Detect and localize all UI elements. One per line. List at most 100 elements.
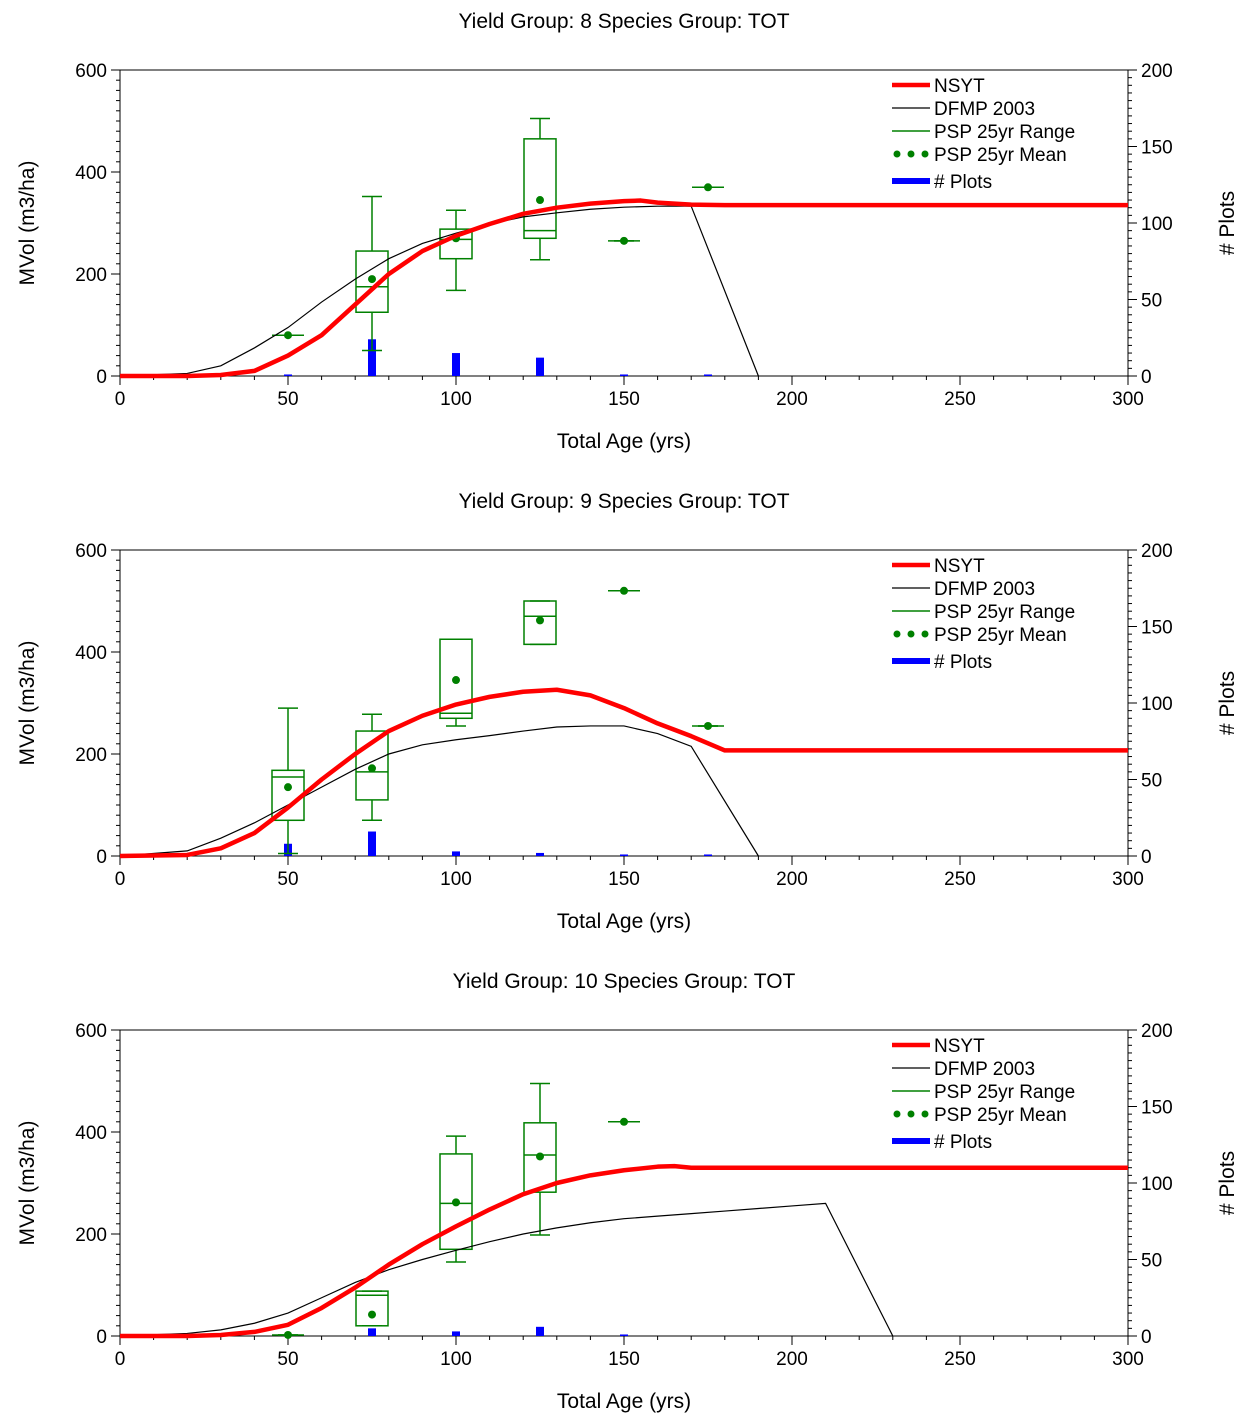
psp-iqr-box xyxy=(355,1290,389,1327)
psp-mean-point xyxy=(284,783,292,792)
plot-count-bar xyxy=(620,854,628,856)
legend-label-psp-range: PSP 25yr Range xyxy=(934,122,1075,143)
legend-label-psp-range: PSP 25yr Range xyxy=(934,1082,1075,1103)
legend-swatch-psp-mean xyxy=(907,1110,915,1118)
x-tick-label: 150 xyxy=(608,389,640,410)
legend-label-psp-range: PSP 25yr Range xyxy=(934,602,1075,623)
psp-mean-point xyxy=(452,1198,460,1207)
legend-label-nsyt: NSYT xyxy=(934,76,985,97)
psp-mean-point xyxy=(536,616,544,625)
psp-box-age-50 xyxy=(272,1330,304,1339)
psp-mean-point xyxy=(620,586,628,595)
legend-label-psp-mean: PSP 25yr Mean xyxy=(934,625,1067,646)
y2-axis-label: # Plots xyxy=(1216,1151,1239,1215)
psp-box-age-150 xyxy=(608,586,640,595)
y2-tick-label: 150 xyxy=(1141,1098,1173,1119)
y2-tick-label: 50 xyxy=(1141,771,1162,792)
legend-label-nsyt: NSYT xyxy=(934,556,985,577)
x-axis-label: Total Age (yrs) xyxy=(557,1390,691,1413)
nsyt-line xyxy=(120,198,1128,379)
psp-box-age-100 xyxy=(439,1135,473,1263)
chart-panel-3: Yield Group: 10 Species Group: TOT 0 50 100… xyxy=(16,970,1239,1413)
plot-count-bar xyxy=(284,374,292,376)
chart-title: Yield Group: 9 Species Group: TOT xyxy=(458,490,789,513)
legend-label-dfmp: DFMP 2003 xyxy=(934,579,1035,600)
y-tick-label: 200 xyxy=(75,265,107,286)
y-tick-label: 200 xyxy=(75,745,107,766)
y2-tick-label: 0 xyxy=(1141,847,1152,868)
psp-mean-point xyxy=(452,676,460,685)
y2-axis-label: # Plots xyxy=(1216,671,1239,735)
psp-box-age-150 xyxy=(608,236,640,245)
y2-tick-label: 50 xyxy=(1141,1251,1162,1272)
legend-swatch-plots xyxy=(892,1138,930,1144)
psp-iqr-box xyxy=(355,250,389,314)
x-tick-label: 100 xyxy=(440,1349,472,1370)
legend-label-plots: # Plots xyxy=(934,172,992,193)
y-tick-label: 400 xyxy=(75,643,107,664)
psp-mean-point xyxy=(284,331,292,340)
psp-mean-point xyxy=(536,196,544,205)
legend-swatch-psp-mean xyxy=(907,150,915,158)
psp-iqr-box xyxy=(523,600,557,646)
plot-count-bar xyxy=(536,357,544,376)
legend-label-plots: # Plots xyxy=(934,1132,992,1153)
plot-count-bar xyxy=(452,851,460,856)
plot-count-bar xyxy=(368,339,376,376)
chart-title: Yield Group: 8 Species Group: TOT xyxy=(458,10,789,33)
legend-swatch-psp-mean xyxy=(893,1110,901,1118)
y-tick-label: 600 xyxy=(75,541,107,562)
y2-tick-label: 150 xyxy=(1141,138,1173,159)
psp-iqr-box xyxy=(439,638,473,720)
plot-count-bar xyxy=(452,353,460,376)
legend-label-plots: # Plots xyxy=(934,652,992,673)
psp-iqr-box xyxy=(523,1122,557,1193)
y-tick-label: 0 xyxy=(96,367,107,388)
legend-swatch-psp-mean xyxy=(893,150,901,158)
legend-swatch-psp-mean xyxy=(893,630,901,638)
psp-box-age-125 xyxy=(523,1082,557,1236)
x-tick-label: 250 xyxy=(944,1349,976,1370)
plot-count-bar xyxy=(620,374,628,376)
nsyt-line xyxy=(119,687,1128,859)
y-tick-label: 400 xyxy=(75,1123,107,1144)
legend-label-nsyt: NSYT xyxy=(934,1036,985,1057)
y2-tick-label: 100 xyxy=(1141,1174,1173,1195)
x-tick-label: 200 xyxy=(776,869,808,890)
x-tick-label: 100 xyxy=(440,389,472,410)
psp-box-age-75 xyxy=(355,1290,389,1327)
y2-axis-label: # Plots xyxy=(1216,191,1239,255)
psp-box-age-125 xyxy=(523,600,557,646)
y2-tick-label: 50 xyxy=(1141,291,1162,312)
psp-box-age-75 xyxy=(355,713,389,822)
psp-mean-point xyxy=(620,236,628,245)
y2-tick-label: 150 xyxy=(1141,618,1173,639)
x-tick-label: 300 xyxy=(1112,1349,1144,1370)
legend-swatch-plots xyxy=(892,178,930,184)
y-tick-label: 0 xyxy=(96,1327,107,1348)
y-tick-label: 0 xyxy=(96,847,107,868)
plot-count-bar xyxy=(368,1328,376,1336)
psp-iqr-box xyxy=(355,730,389,801)
x-tick-label: 150 xyxy=(608,1349,640,1370)
psp-box-age-75 xyxy=(355,195,389,352)
y-axis-label: MVol (m3/ha) xyxy=(16,161,39,286)
x-axis-label: Total Age (yrs) xyxy=(557,910,691,933)
psp-mean-point xyxy=(284,1330,292,1339)
x-tick-label: 50 xyxy=(277,1349,298,1370)
legend-swatch-psp-mean xyxy=(921,150,929,158)
plot-count-bar xyxy=(704,374,712,376)
y2-tick-label: 100 xyxy=(1141,214,1173,235)
legend-label-dfmp: DFMP 2003 xyxy=(934,99,1035,120)
legend-swatch-plots xyxy=(892,658,930,664)
psp-box-age-125 xyxy=(523,117,557,261)
legend-swatch-psp-mean xyxy=(921,630,929,638)
dfmp-2003-line xyxy=(119,205,759,377)
dfmp-2003-line xyxy=(119,1202,894,1337)
legend-swatch-psp-mean xyxy=(907,630,915,638)
psp-box-age-150 xyxy=(608,1117,640,1126)
legend-label-dfmp: DFMP 2003 xyxy=(934,1059,1035,1080)
